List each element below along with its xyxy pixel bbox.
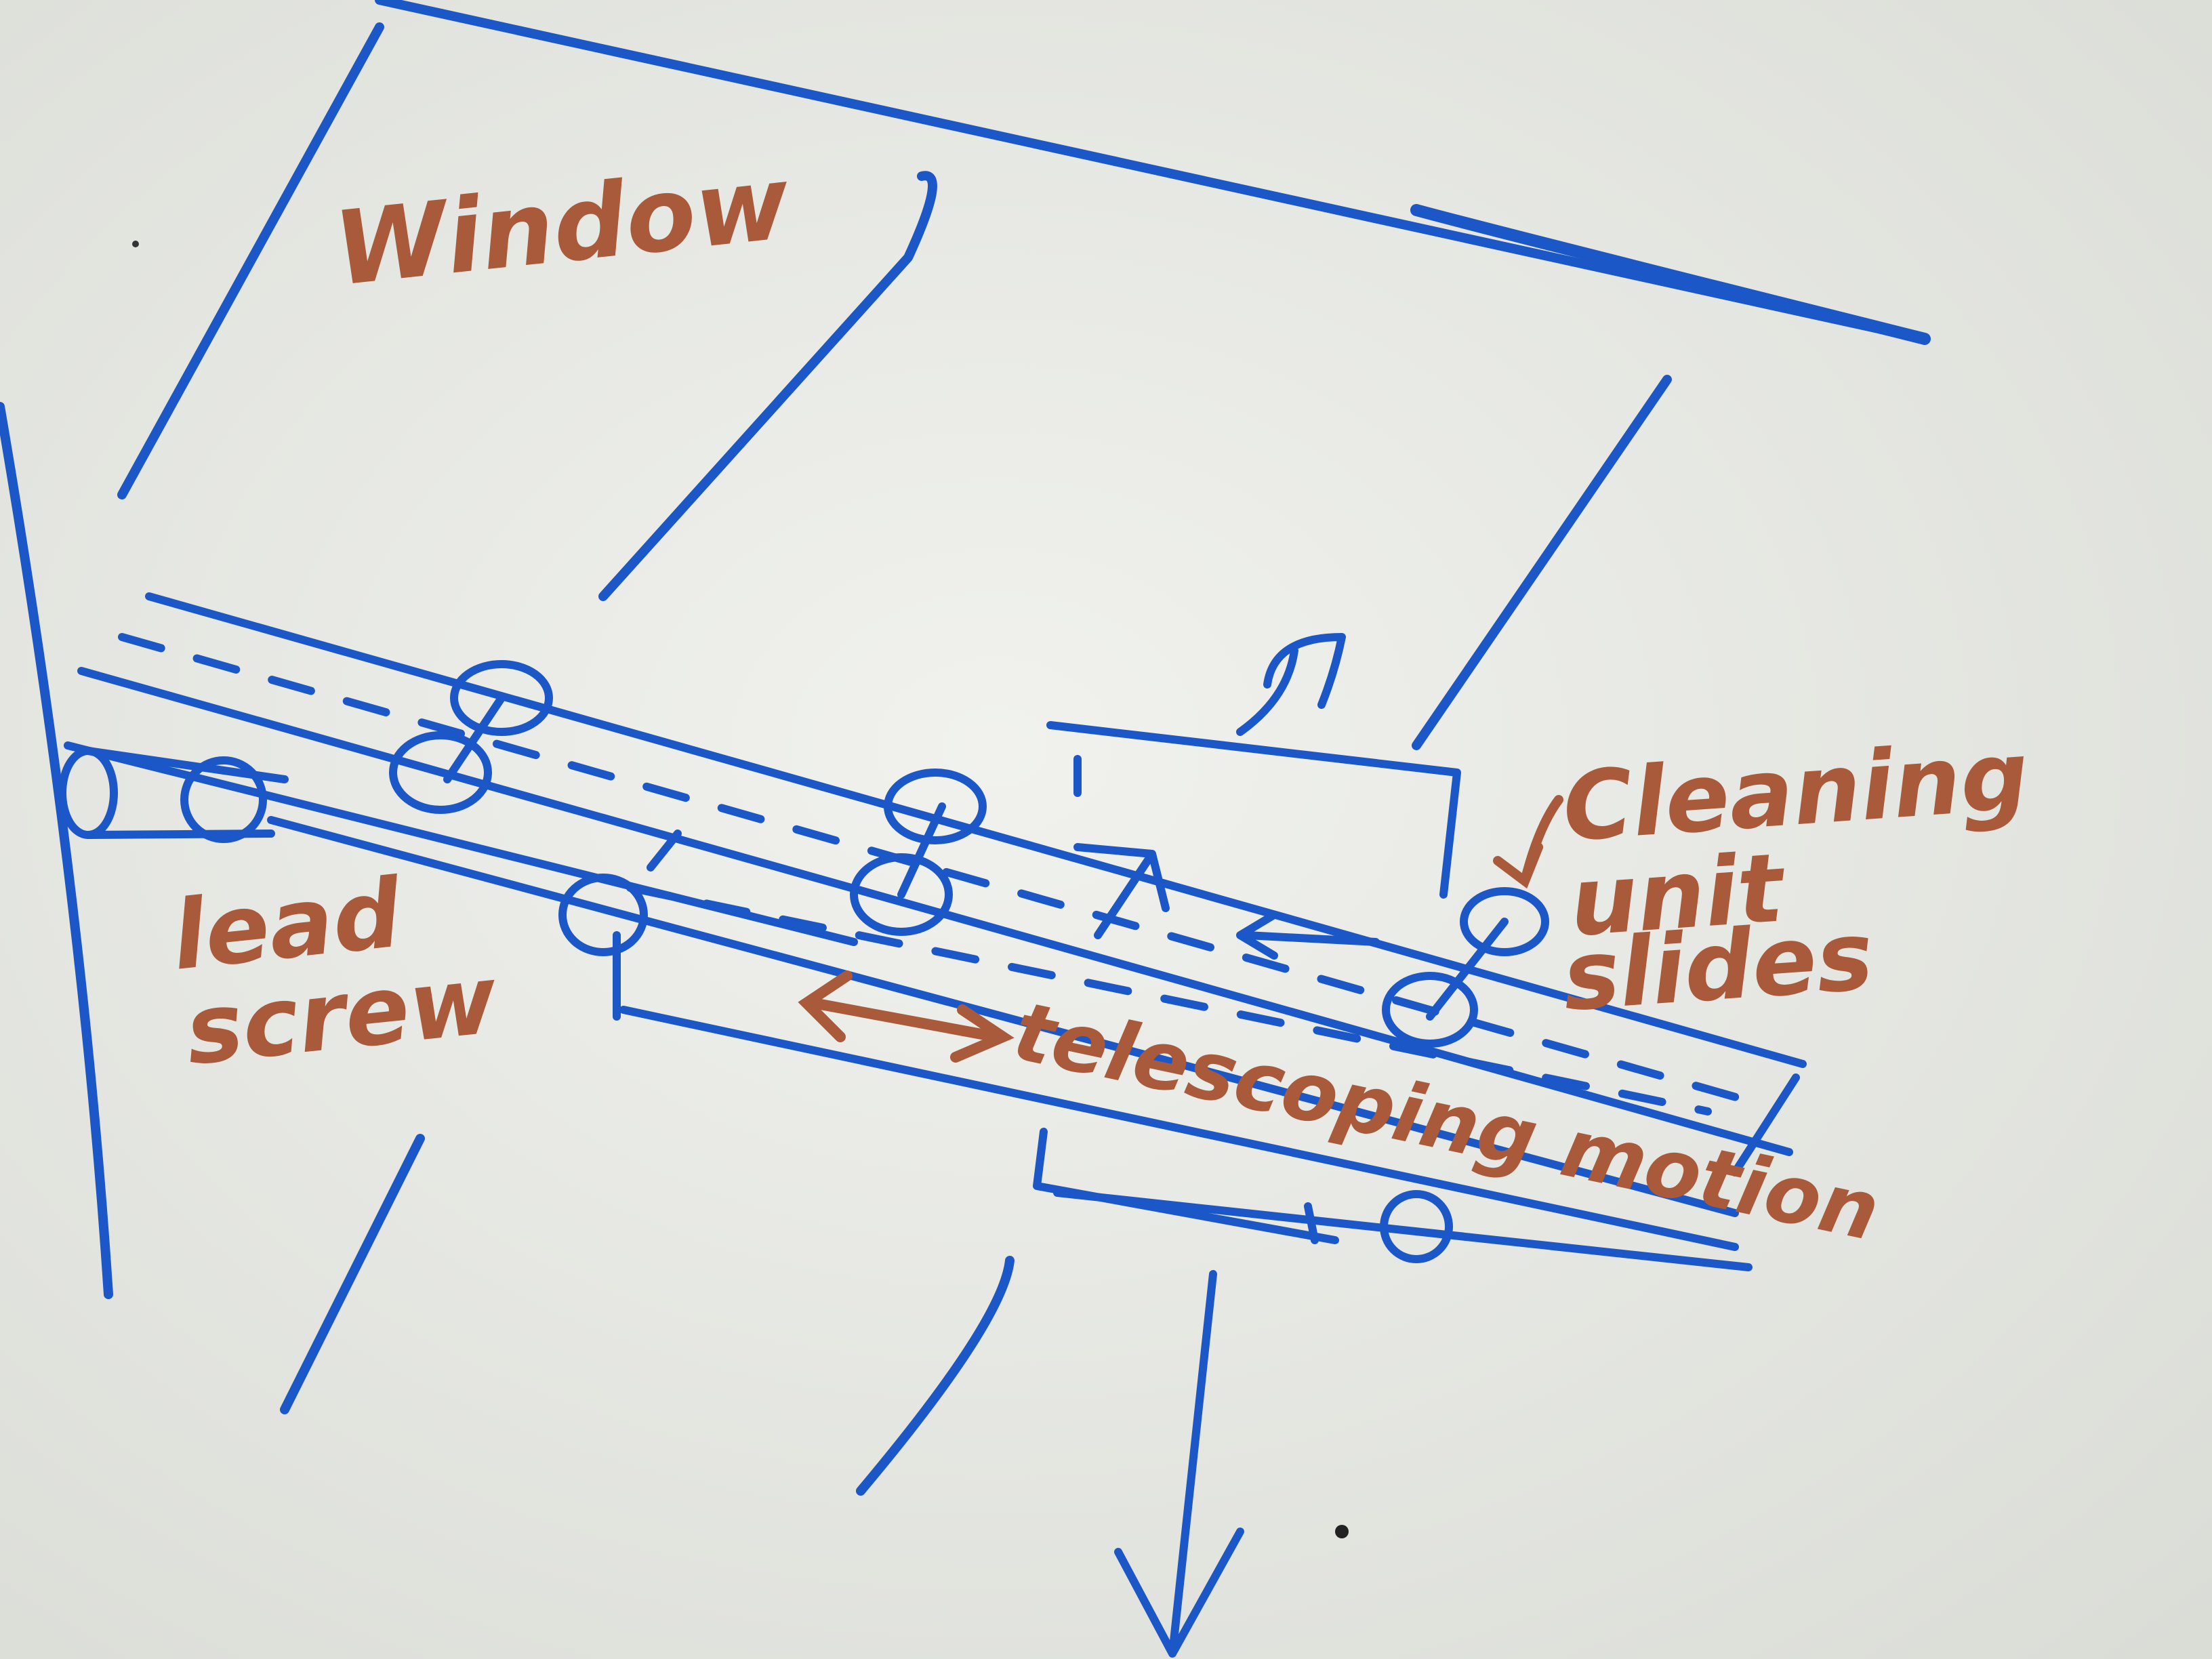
lower-box (1033, 1128, 1339, 1244)
window-lower-mid-line (856, 1256, 1015, 1496)
arrows (1073, 633, 1380, 1658)
window-top-edge (375, 0, 1929, 344)
marker-dot-small (132, 241, 139, 247)
lower-frame-top (619, 1006, 1739, 1251)
window-lower-left-line (280, 1134, 425, 1414)
dashed-tracks (118, 633, 1766, 1115)
left-arrow (1236, 911, 1380, 960)
roller-5 (1380, 1190, 1453, 1263)
label-unit: unit (1566, 833, 1790, 958)
rollers (389, 660, 1549, 1263)
marker-dot (1335, 1525, 1349, 1538)
window-left-edge (117, 22, 384, 499)
roller-2 (850, 769, 987, 936)
window-pane-divider-2 (1412, 375, 1672, 750)
window-frame (0, 0, 1931, 1496)
label-slides: slides (1559, 901, 1877, 1033)
lower-rail (267, 816, 1739, 1217)
window-top-edge-dark (1410, 204, 1931, 345)
frame-right-end (1731, 1073, 1800, 1176)
label-lead: lead (167, 858, 408, 992)
cleaning-unit-box (613, 721, 1461, 1021)
small-up-arrow (1073, 843, 1170, 939)
lower-frame-bottom (1053, 1189, 1753, 1271)
roller-4 (558, 874, 648, 956)
up-arrow (1236, 633, 1346, 736)
roller-3 (1382, 887, 1549, 1048)
lead-screw-cylinder (58, 747, 289, 843)
window-pane-divider-1 (598, 171, 937, 601)
cleaning-pointer (1493, 795, 1563, 889)
down-arrow (1114, 1270, 1244, 1658)
roller-1 (389, 660, 553, 814)
upper-rail (145, 592, 1807, 1068)
telescoping-arrow (798, 970, 1015, 1063)
board-left-edge (0, 402, 113, 1299)
